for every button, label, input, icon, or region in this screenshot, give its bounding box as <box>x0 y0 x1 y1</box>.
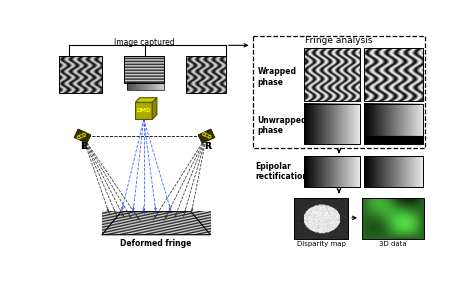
Polygon shape <box>102 212 210 235</box>
Text: Wrapped
phase: Wrapped phase <box>258 67 297 87</box>
Bar <box>304 48 360 101</box>
Text: Disparity map: Disparity map <box>297 241 346 247</box>
Bar <box>294 198 348 239</box>
Text: R: R <box>205 143 211 151</box>
Bar <box>186 56 226 93</box>
Polygon shape <box>152 98 157 119</box>
Text: CCD: CCD <box>201 132 212 141</box>
Text: R: R <box>205 143 211 151</box>
Text: CCD: CCD <box>76 132 89 141</box>
Bar <box>364 104 423 144</box>
Bar <box>253 36 425 148</box>
Polygon shape <box>198 129 215 143</box>
Bar <box>364 48 423 101</box>
Text: L: L <box>81 143 87 151</box>
Polygon shape <box>135 98 157 102</box>
Bar <box>128 82 164 90</box>
Text: 3D data: 3D data <box>379 241 406 247</box>
Text: R: R <box>81 143 88 151</box>
Bar <box>304 104 360 144</box>
Bar <box>59 56 102 93</box>
Bar <box>135 102 152 119</box>
Text: Fringe analysis: Fringe analysis <box>305 36 373 45</box>
Bar <box>364 156 423 187</box>
Text: Unwrapped
phase: Unwrapped phase <box>258 116 307 135</box>
Text: Deformed fringe: Deformed fringe <box>120 240 192 249</box>
Bar <box>362 198 423 239</box>
Bar <box>124 56 164 83</box>
Text: Epipolar
rectification: Epipolar rectification <box>255 162 308 181</box>
Text: Image captured: Image captured <box>114 38 175 47</box>
Polygon shape <box>74 129 91 143</box>
Text: DMD: DMD <box>137 108 151 113</box>
Bar <box>304 156 360 187</box>
